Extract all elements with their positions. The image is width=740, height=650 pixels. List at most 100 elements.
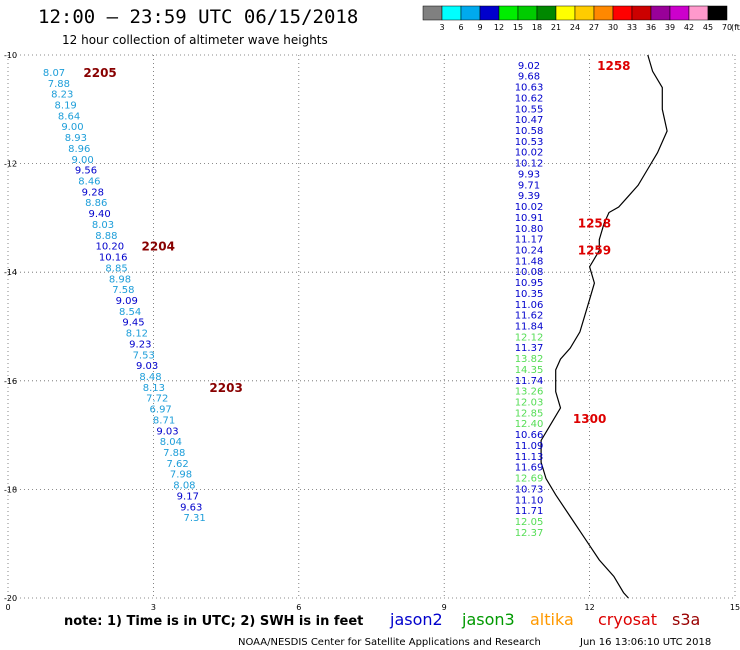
- scale-label-3: 12: [494, 23, 504, 32]
- y-tick-label-3: -16: [4, 377, 17, 386]
- scale-label-2: 9: [477, 23, 482, 32]
- swh-label: 9.28: [82, 187, 104, 198]
- y-tick-label-0: -10: [4, 51, 17, 60]
- scale-swatch-11: [631, 5, 652, 21]
- swh-label: 11.71: [515, 506, 544, 517]
- scale-swatch-6: [536, 5, 557, 21]
- swh-label: 12.05: [515, 517, 544, 528]
- swh-label: 9.23: [129, 339, 151, 350]
- swh-label: 9.17: [177, 491, 199, 502]
- satellite-cryosat: cryosat: [598, 610, 657, 629]
- time-label: 2204: [142, 240, 175, 254]
- swh-label: 10.16: [99, 253, 128, 264]
- swh-label: 10.24: [515, 245, 544, 256]
- scale-swatch-8: [574, 5, 595, 21]
- scale-swatch-7: [555, 5, 576, 21]
- chart-title: 12:00 – 23:59 UTC 06/15/2018: [38, 6, 358, 28]
- coastline: [540, 54, 668, 599]
- scale-swatch-13: [669, 5, 690, 21]
- satellite-jason3: jason3: [461, 610, 515, 629]
- scale-swatch-3: [479, 5, 500, 21]
- swh-label: 8.93: [65, 133, 87, 144]
- swh-label: 9.02: [518, 61, 540, 72]
- x-tick-label-5: 15: [730, 603, 740, 612]
- swh-label: 8.46: [78, 177, 100, 188]
- scale-swatch-5: [517, 5, 538, 21]
- swh-label: 8.64: [58, 111, 80, 122]
- x-tick-label-1: 3: [151, 603, 156, 612]
- scale-label-13: 42: [684, 23, 694, 32]
- swh-label: 12.69: [515, 474, 544, 485]
- swh-label: 9.00: [61, 122, 83, 133]
- swh-label: 7.88: [48, 79, 70, 90]
- swh-label: 11.69: [515, 463, 544, 474]
- swh-label: 8.71: [153, 415, 175, 426]
- swh-label: 10.20: [95, 242, 124, 253]
- scale-swatch-0: [422, 5, 443, 21]
- swh-label: 10.58: [515, 126, 544, 137]
- swh-label: 11.74: [515, 376, 544, 387]
- swh-label: 11.13: [515, 452, 544, 463]
- y-tick-label-5: -20: [4, 594, 17, 603]
- satellite-jason2: jason2: [389, 610, 443, 629]
- scale-label-0: 3: [439, 23, 444, 32]
- swh-label: 14.35: [515, 365, 544, 376]
- scale-label-8: 27: [589, 23, 599, 32]
- swh-label: 9.40: [88, 209, 110, 220]
- swh-label: 12.03: [515, 398, 544, 409]
- swh-label: 10.95: [515, 278, 544, 289]
- swh-label: 10.53: [515, 137, 544, 148]
- swh-label: 8.86: [85, 198, 107, 209]
- swh-label: 9.68: [518, 72, 540, 83]
- time-label: 2203: [209, 381, 242, 395]
- swh-label: 13.82: [515, 354, 544, 365]
- scale-label-11: 36: [646, 23, 656, 32]
- swh-label: 10.91: [515, 213, 544, 224]
- scale-label-10: 33: [627, 23, 637, 32]
- swh-label: 11.06: [515, 300, 544, 311]
- swh-label: 10.12: [515, 159, 544, 170]
- swh-label: 10.02: [515, 148, 544, 159]
- scale-swatch-15: [707, 5, 728, 21]
- scale-swatch-12: [650, 5, 671, 21]
- time-label: 1259: [578, 243, 611, 257]
- scale-swatch-2: [460, 5, 481, 21]
- swh-label: 8.85: [105, 263, 127, 274]
- swh-label: 7.98: [170, 470, 192, 481]
- swh-label: 8.07: [43, 68, 65, 79]
- grid: [7, 54, 736, 599]
- swh-label: 9.09: [116, 296, 138, 307]
- x-tick-label-0: 0: [5, 603, 10, 612]
- swh-label: 10.66: [515, 430, 544, 441]
- axis-ticks: 0 3 6 9 12 15 -10 -12 -14 -16 -18 -20: [4, 51, 740, 612]
- scale-label-9: 30: [608, 23, 618, 32]
- scale-label-5: 18: [532, 23, 542, 32]
- scale-label-7: 24: [570, 23, 580, 32]
- swh-label: 10.55: [515, 104, 544, 115]
- scale-label-12: 39: [665, 23, 675, 32]
- scale-swatch-10: [612, 5, 633, 21]
- swh-label: 11.37: [515, 343, 544, 354]
- swh-label: 9.45: [122, 318, 144, 329]
- scale-label-14: 45: [703, 23, 713, 32]
- swh-label: 9.03: [156, 426, 178, 437]
- swh-label: 8.54: [119, 307, 141, 318]
- scale-swatch-1: [441, 5, 462, 21]
- satellite-altika: altika: [530, 610, 574, 629]
- swh-label: 9.63: [180, 502, 202, 513]
- swh-label: 12.37: [515, 528, 544, 539]
- swh-label: 10.08: [515, 267, 544, 278]
- time-labels: 2205 2204 2203 1258 1258 1259 1300: [83, 59, 630, 426]
- swh-label: 12.12: [515, 332, 544, 343]
- scale-swatch-9: [593, 5, 614, 21]
- swh-label: 10.35: [515, 289, 544, 300]
- swh-label: 8.48: [139, 372, 161, 383]
- swh-label: 9.93: [518, 169, 540, 180]
- swh-label: 11.48: [515, 256, 544, 267]
- swh-label: 8.13: [143, 383, 165, 394]
- swh-label: 7.62: [167, 459, 189, 470]
- swh-label: 6.97: [150, 405, 172, 416]
- satellite-s3a: s3a: [672, 610, 700, 629]
- swh-label: 7.58: [112, 285, 134, 296]
